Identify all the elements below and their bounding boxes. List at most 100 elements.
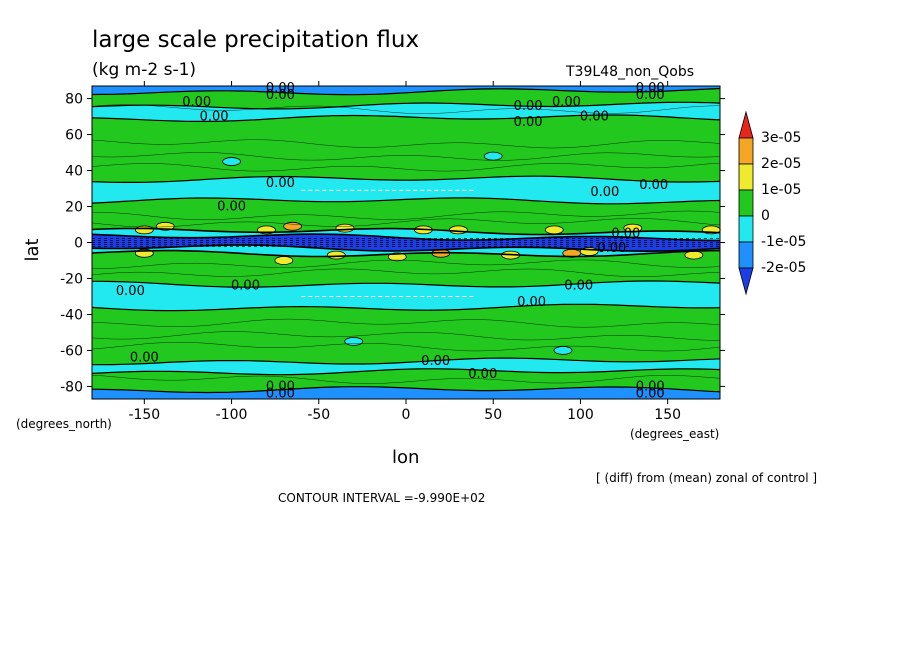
x-tick-label-1: -100 xyxy=(216,407,248,423)
band-4 xyxy=(92,176,720,204)
contour-label-0: 0.00 xyxy=(182,95,211,110)
contour-label-4: 0.00 xyxy=(514,99,543,114)
contour-edge-8 xyxy=(91,249,721,258)
anomaly-11 xyxy=(544,225,564,235)
y-tick-label-4: 0 xyxy=(74,236,83,252)
contour-label-5: 0.00 xyxy=(552,95,581,110)
band-14 xyxy=(92,386,720,399)
contour-edge-12 xyxy=(91,368,721,376)
y-tick-label-6: -40 xyxy=(60,307,83,323)
x-tick-label-4: 50 xyxy=(484,407,502,423)
contour-label-12: 0.00 xyxy=(590,185,619,200)
contour-edge-2 xyxy=(91,114,721,122)
chart-title: large scale precipitation flux xyxy=(92,27,419,53)
y-axis-label: lat xyxy=(22,238,43,261)
contour-edge-1 xyxy=(91,101,721,110)
y-tick-label-0: 80 xyxy=(65,92,83,108)
x-tick-label-3: 0 xyxy=(402,407,411,423)
contour-label-9: 0.00 xyxy=(636,88,665,103)
contour-label-16: 0.00 xyxy=(116,284,145,299)
contour-label-25: 0.00 xyxy=(636,379,665,394)
contour-edge-13 xyxy=(91,386,721,394)
colorbar-label-5: -2e-05 xyxy=(761,260,806,276)
colorbar-segment-5 xyxy=(738,241,754,269)
run-name: T39L48_non_Qobs xyxy=(565,64,694,80)
y-tick-label-3: 20 xyxy=(65,200,83,216)
band-5 xyxy=(92,197,720,235)
contour-label-7: 0.00 xyxy=(580,110,609,125)
contour-thin-6 xyxy=(91,268,721,277)
y-tick-label-8: -80 xyxy=(60,379,83,395)
contour-thin-0 xyxy=(91,139,721,149)
subtitle-note: [ (diff) from (mean) zonal of control ] xyxy=(596,471,817,485)
x-unit-label: (degrees_east) xyxy=(630,427,719,441)
contour-label-14: 0.00 xyxy=(611,227,640,242)
band-10 xyxy=(92,281,720,311)
anomaly-6 xyxy=(326,250,346,260)
x-tick-label-2: -50 xyxy=(307,407,330,423)
x-axis-label: lon xyxy=(392,447,419,468)
anomaly-19 xyxy=(222,157,241,166)
anomaly-16 xyxy=(283,221,303,231)
contour-thin-2 xyxy=(91,162,721,172)
colorbar-segment-2 xyxy=(738,163,754,191)
band-1 xyxy=(92,88,720,109)
contour-lines xyxy=(91,87,721,394)
colorbar-bottom-arrow xyxy=(738,267,754,296)
contour-edge-10 xyxy=(91,303,721,312)
band-6 xyxy=(92,228,720,241)
contour-thin-9 xyxy=(91,342,721,352)
contour-thin-11 xyxy=(91,374,721,384)
x-tick-label-0: -150 xyxy=(128,407,160,423)
contour-label-6: 0.00 xyxy=(514,115,543,130)
contour-labels: 0.000.000.000.000.00 0.000.00 0.000.000.00… xyxy=(116,81,668,402)
chart-units: (kg m-2 s-1) xyxy=(92,60,196,80)
y-tick-label-2: 40 xyxy=(65,164,83,180)
y-tick-label-7: -60 xyxy=(60,343,83,359)
band-2 xyxy=(92,102,720,122)
contour-label-26: 0.00 xyxy=(636,387,665,402)
y-tick-label-5: -20 xyxy=(60,271,83,287)
anomaly-9 xyxy=(448,225,468,235)
y-ticks: 80 60 40 20 0 -20 -40 -60 -80 xyxy=(60,92,725,395)
contour-edge-3 xyxy=(91,175,721,183)
colorbar-segment-4 xyxy=(738,215,754,243)
colorbar-segment-1 xyxy=(738,137,754,165)
contour-label-3: 0.00 xyxy=(266,88,295,103)
x-ticks: -150 -100 -50 0 50 100 150 xyxy=(128,81,681,423)
contour-thin-3 xyxy=(91,210,721,221)
contour-thin-10 xyxy=(91,104,721,114)
colorbar: 3e-05 2e-05 1e-05 0 -1e-05 -2e-05 xyxy=(738,110,806,296)
contour-thin-5 xyxy=(92,259,721,269)
contour-label-21: 0.00 xyxy=(421,354,450,369)
contour-label-24: 0.00 xyxy=(266,387,295,402)
anomaly-20 xyxy=(483,151,503,161)
y-unit-label: (degrees_north) xyxy=(16,417,112,431)
anomaly-5 xyxy=(335,223,355,233)
contour-edge-4 xyxy=(91,197,721,205)
colorbar-label-1: 2e-05 xyxy=(761,156,801,172)
band-9 xyxy=(92,250,720,288)
contour-label-2: 0.00 xyxy=(266,81,295,96)
contour-label-1: 0.00 xyxy=(200,110,229,125)
contour-label-8: 0.00 xyxy=(636,81,665,96)
x-tick-label-5: 100 xyxy=(567,407,594,423)
anomaly-4 xyxy=(274,256,294,265)
contour-label-13: 0.00 xyxy=(639,178,668,193)
contour-edge-9 xyxy=(92,280,721,288)
contour-label-11: 0.00 xyxy=(217,200,246,215)
colorbar-top-arrow xyxy=(738,110,754,139)
x-tick-label-6: 150 xyxy=(654,407,681,423)
contour-label-20: 0.00 xyxy=(130,351,159,366)
colorbar-segment-3 xyxy=(738,189,754,217)
contour-thin-4 xyxy=(91,218,721,228)
anomaly-15 xyxy=(684,250,704,260)
band-3 xyxy=(92,115,720,183)
band-12 xyxy=(92,358,720,375)
contour-thin-1 xyxy=(91,152,721,161)
y-tick-label-1: 60 xyxy=(65,128,83,144)
contour-thin-8 xyxy=(91,331,720,341)
contour-label-19: 0.00 xyxy=(517,295,546,310)
contour-edge-5 xyxy=(91,227,721,236)
